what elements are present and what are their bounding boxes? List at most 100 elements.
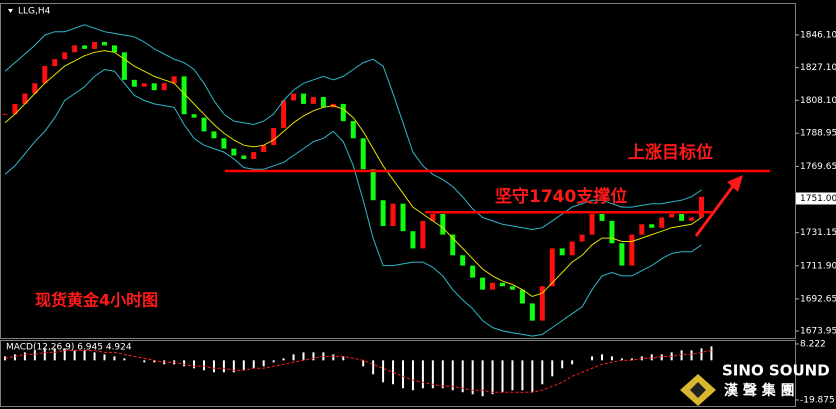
y-tick-label: 1846.10 [800,30,836,40]
y-tick-label: 1827.10 [800,63,836,73]
candle [221,138,227,149]
candle [400,203,406,232]
candle [281,100,287,128]
candle [191,114,197,118]
candle [380,200,386,227]
candle [102,41,107,46]
candle [599,213,605,221]
candle [440,213,446,235]
candle [231,148,237,156]
candle [171,76,177,84]
arrow-shaft [694,181,738,237]
candle [390,203,396,227]
candle [470,265,476,278]
candle [251,152,257,159]
candle [509,286,515,290]
candle [141,83,147,87]
support-annotation: 坚守1740支撑位 [495,186,627,207]
candle [420,220,426,249]
candle [22,93,28,104]
candle [669,213,675,218]
candle [370,169,376,201]
candle [619,243,625,266]
candle [639,224,645,235]
candle [201,117,207,132]
target-annotation: 上涨目标位 [628,142,713,163]
candle [450,234,456,256]
candle [549,248,555,287]
candle [629,234,635,266]
y-tick-label: 1808.10 [800,96,836,106]
candle [82,45,88,49]
candle [211,131,217,139]
chart-caption: 现货黄金4小时图 [35,291,158,310]
y-tick-label: 1769.65 [800,162,836,172]
candle [261,145,267,153]
candle [310,97,316,104]
candle [679,213,685,221]
candle [519,289,525,304]
candle [42,66,48,84]
logo-sub: 漢 聲 集 團 [724,382,795,399]
candle [301,93,306,104]
candle [62,52,68,60]
candle [92,41,98,49]
candle [460,255,466,266]
candle [360,138,366,170]
indicator-line [4,24,702,231]
y-tick-label: 1788.95 [800,129,836,139]
y-tick-label: 1731.15 [800,228,836,238]
candle [490,282,496,290]
y-tick-label: 8.222 [800,339,826,349]
last-price-label: 1751.00 [800,194,836,204]
logo-inner [690,382,706,398]
main-frame [0,3,796,339]
candle [121,52,127,80]
candle [52,59,58,67]
candle [609,220,615,244]
last-price-box [796,192,836,205]
candle [699,196,704,218]
candle [72,45,78,53]
macd-title: MACD(12,26,9) 6.945 4.924 [6,343,132,353]
indicator-line [4,50,702,298]
candle [649,224,655,228]
candle [659,217,665,228]
candle [291,93,297,101]
candle [131,79,137,87]
candle [32,83,38,94]
y-tick-label: 1711.90 [800,261,836,271]
candle [430,213,436,221]
symbol-label: LLG,H4 [18,7,51,17]
logo-name: SINO SOUND [722,362,830,380]
candle [111,45,117,53]
candle [500,282,505,287]
y-tick-label: 1673.95 [800,327,836,337]
signal-line [4,349,712,393]
candle [271,127,277,146]
candle [689,217,695,221]
candle [589,213,595,235]
candle [12,103,18,115]
candle [181,76,187,115]
macd-frame [0,340,796,407]
candle [559,248,565,256]
candle [569,241,575,256]
indicator-line [4,68,702,337]
arrow-head [727,175,743,192]
candle [320,97,326,108]
candle [480,277,486,290]
candle [539,286,545,321]
candle [340,103,346,122]
y-tick-label: 1692.65 [800,294,836,304]
candle [161,83,167,91]
candle [579,234,585,242]
menu-triangle [8,9,13,13]
y-tick-label: -19.875 [800,395,835,405]
candle [529,303,535,321]
candle [350,121,356,139]
candle [241,155,247,159]
candle [410,231,416,249]
candle [151,83,157,91]
